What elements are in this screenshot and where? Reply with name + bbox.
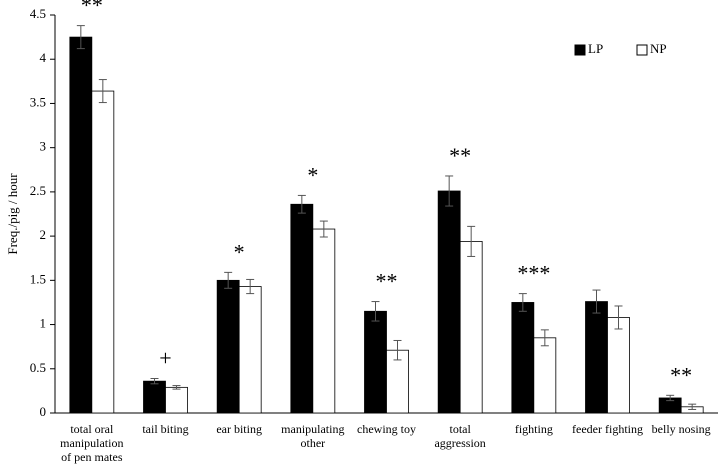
y-tick-label: 1 bbox=[40, 316, 47, 331]
bar bbox=[459, 241, 483, 414]
x-tick-label: manipulating other bbox=[281, 422, 345, 450]
y-tick-label: 0 bbox=[40, 404, 47, 419]
legend-swatch bbox=[574, 44, 586, 56]
bar bbox=[238, 286, 262, 414]
y-tick-label: 3 bbox=[40, 139, 47, 154]
bar bbox=[607, 317, 630, 414]
error-bar bbox=[614, 305, 623, 330]
bar bbox=[364, 310, 387, 414]
error-bar bbox=[467, 225, 476, 257]
y-tick-label: 3.5 bbox=[30, 94, 46, 109]
significance: ** bbox=[376, 269, 398, 294]
bar bbox=[585, 301, 608, 414]
bar bbox=[216, 279, 240, 414]
x-tick-label: fighting bbox=[514, 422, 553, 436]
bar bbox=[312, 228, 336, 414]
error-bar bbox=[150, 378, 159, 385]
y-tick-label: 2.5 bbox=[30, 183, 46, 198]
error-bar bbox=[688, 403, 697, 410]
error-bar bbox=[76, 25, 85, 50]
error-bar bbox=[98, 79, 107, 104]
y-tick-label: 4.5 bbox=[30, 6, 46, 21]
legend-swatch bbox=[636, 44, 648, 56]
error-bar bbox=[666, 394, 675, 402]
error-bar bbox=[540, 329, 549, 347]
significance: * bbox=[234, 239, 245, 264]
bar bbox=[91, 90, 115, 414]
error-bar bbox=[246, 278, 255, 295]
error-bar bbox=[172, 385, 181, 390]
error-bar bbox=[224, 271, 233, 289]
x-tick-label: tail biting bbox=[142, 422, 189, 436]
error-bar bbox=[518, 293, 527, 312]
y-tick-label: 0.5 bbox=[30, 360, 46, 375]
bar bbox=[511, 302, 535, 414]
error-bar bbox=[297, 194, 306, 214]
y-tick-label: 1.5 bbox=[30, 271, 46, 286]
bar bbox=[533, 337, 557, 414]
y-tick-label: 2 bbox=[40, 227, 47, 242]
bar bbox=[143, 380, 166, 414]
error-bar bbox=[319, 220, 328, 238]
legend-label: NP bbox=[650, 41, 667, 56]
bar bbox=[290, 203, 314, 414]
legend-label: LP bbox=[588, 41, 603, 56]
significance: *** bbox=[517, 261, 550, 286]
significance: + bbox=[159, 346, 171, 371]
x-tick-label: belly nosing bbox=[651, 422, 711, 436]
error-bar bbox=[371, 301, 380, 322]
x-tick-label: feeder fighting bbox=[572, 422, 643, 436]
significance: * bbox=[307, 162, 318, 187]
significance: ** bbox=[81, 0, 103, 18]
y-tick-label: 4 bbox=[40, 50, 47, 65]
x-tick-label: total oral manipulation of pen mates bbox=[60, 422, 124, 464]
x-tick-label: ear biting bbox=[216, 422, 262, 436]
y-axis-label: Freq./pig / hour bbox=[5, 173, 20, 255]
bar bbox=[69, 36, 93, 414]
bar bbox=[165, 386, 188, 414]
error-bar bbox=[393, 339, 402, 361]
x-tick-label: total aggression bbox=[434, 422, 486, 450]
x-tick-label: chewing toy bbox=[357, 422, 416, 436]
bar bbox=[437, 190, 461, 414]
significance: ** bbox=[449, 143, 471, 168]
significance: ** bbox=[670, 362, 692, 387]
error-bar bbox=[445, 175, 454, 207]
error-bar bbox=[592, 289, 601, 314]
